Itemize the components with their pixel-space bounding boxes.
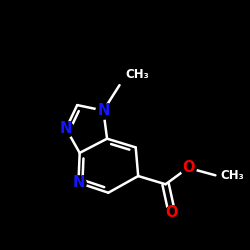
Text: N: N — [97, 103, 110, 118]
Text: N: N — [72, 175, 85, 190]
Text: N: N — [60, 121, 72, 136]
Text: O: O — [166, 205, 178, 220]
Text: CH₃: CH₃ — [220, 169, 244, 182]
Text: O: O — [182, 160, 194, 175]
Text: CH₃: CH₃ — [126, 68, 150, 82]
